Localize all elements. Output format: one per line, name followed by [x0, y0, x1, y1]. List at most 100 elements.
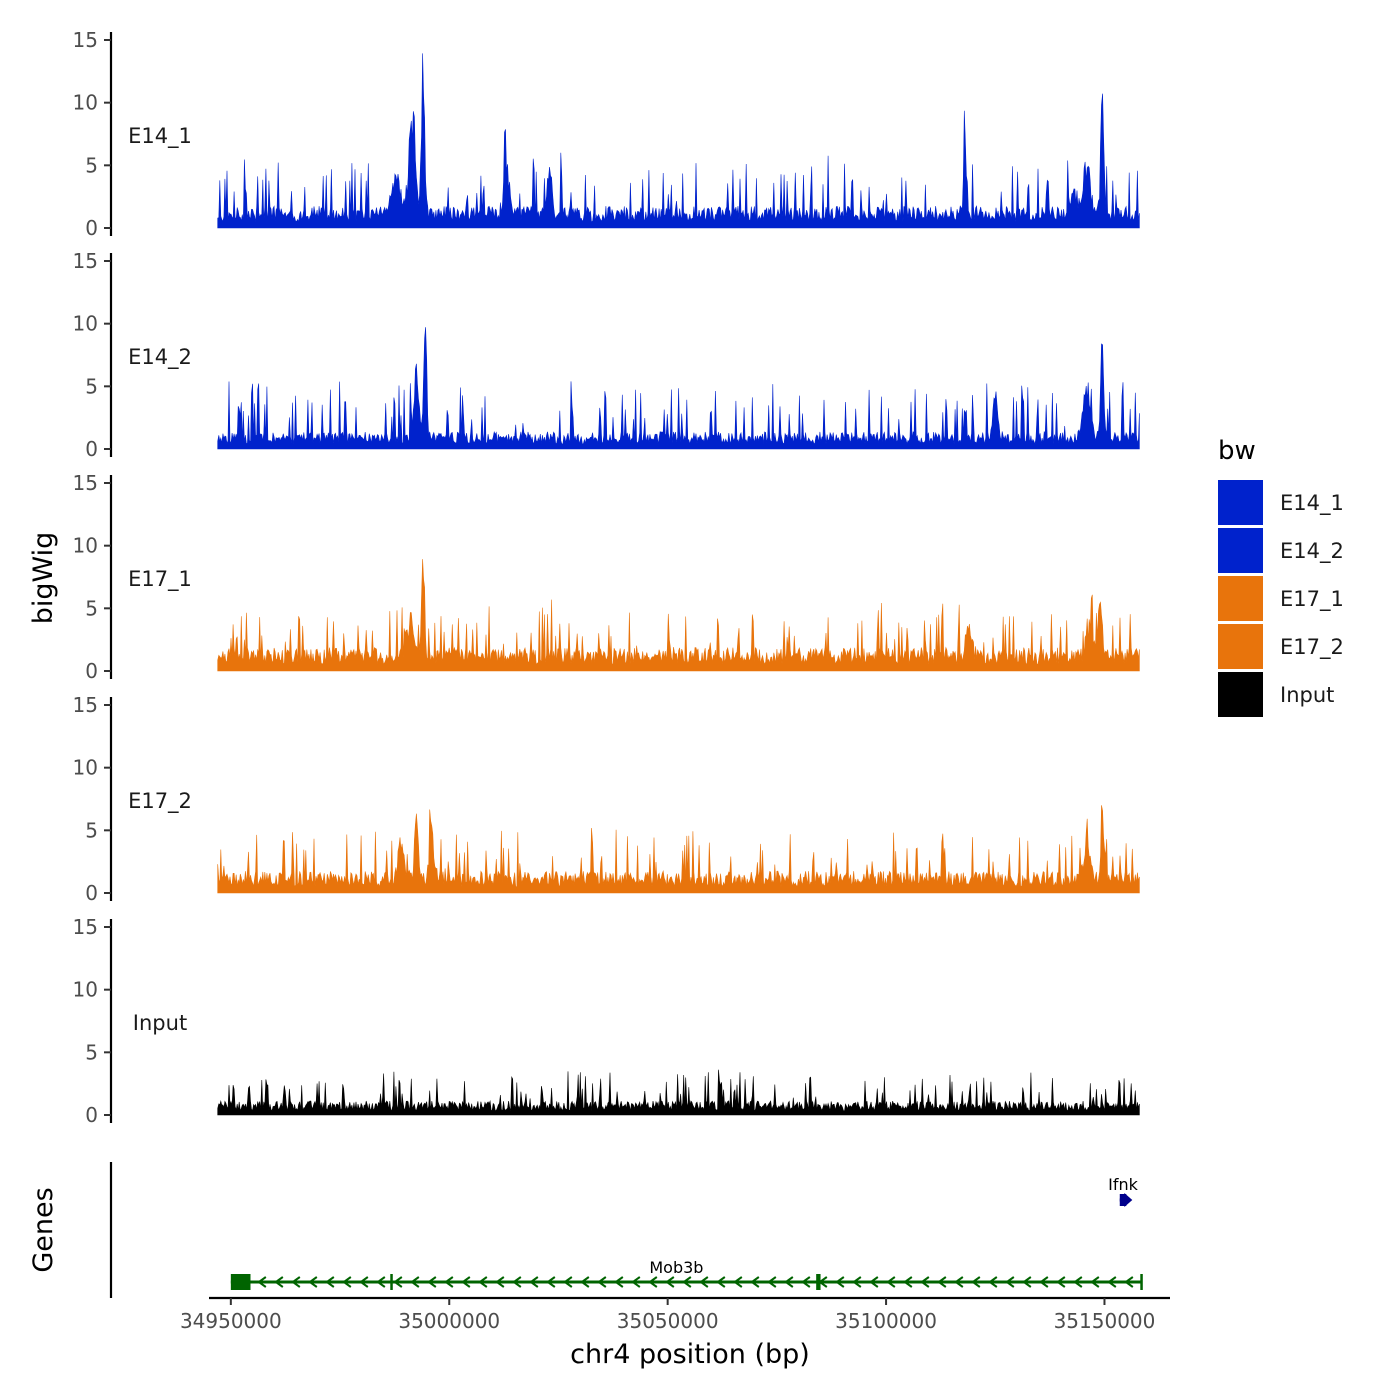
- strand-arrow: [954, 1276, 964, 1288]
- strand-arrow: [478, 1276, 488, 1288]
- strand-arrow: [699, 1276, 709, 1288]
- y-tick-label: 15: [73, 693, 98, 717]
- strand-arrow: [1107, 1276, 1117, 1288]
- track-label: E14_1: [128, 124, 192, 149]
- strand-arrow: [835, 1276, 845, 1288]
- legend-key-E17_2: [1218, 624, 1263, 669]
- gene-label: Mob3b: [649, 1258, 703, 1277]
- y-tick-label: 10: [73, 978, 98, 1002]
- strand-arrow: [852, 1276, 862, 1288]
- gene-Mob3b: Mob3b: [230, 1258, 1143, 1290]
- legend-key-E14_1: [1218, 480, 1263, 525]
- genes-axis-title: Genes: [28, 1187, 59, 1272]
- strand-arrow: [971, 1276, 981, 1288]
- strand-arrow: [784, 1276, 794, 1288]
- legend-items: E14_1 E14_2 E17_1 E17_2 Input: [1218, 480, 1344, 717]
- strand-arrow: [291, 1276, 301, 1288]
- y-tick-label: 10: [73, 312, 98, 336]
- y-tick-label: 0: [85, 881, 98, 905]
- strand-arrow: [427, 1276, 437, 1288]
- strand-arrow: [376, 1276, 386, 1288]
- strand-arrow-head: [1124, 1193, 1133, 1207]
- legend-key-E14_2: [1218, 528, 1263, 573]
- x-tick-label: 35100000: [835, 1309, 937, 1333]
- track-E17_1: 0 5 10 15 E17_1: [73, 471, 1140, 683]
- gene-panel: Mob3b Ifnk 34950000 35000000 35050000 351000…: [109, 1162, 1170, 1333]
- strand-arrow: [716, 1276, 726, 1288]
- strand-arrow: [937, 1276, 947, 1288]
- strand-arrow: [988, 1276, 998, 1288]
- y-tick-label: 0: [85, 659, 98, 683]
- strand-arrow: [1073, 1276, 1083, 1288]
- strand-arrow: [546, 1276, 556, 1288]
- x-tick-label: 34950000: [180, 1309, 282, 1333]
- gene-models: Mob3b Ifnk: [230, 1175, 1143, 1290]
- strand-arrow: [665, 1276, 675, 1288]
- strand-arrow: [444, 1276, 454, 1288]
- y-tick-label: 10: [73, 91, 98, 115]
- exon: [816, 1274, 821, 1290]
- strand-arrow: [563, 1276, 573, 1288]
- y-tick-label: 5: [85, 1040, 98, 1064]
- strand-arrow: [1124, 1276, 1134, 1288]
- track-label: E14_2: [128, 345, 192, 370]
- gene-Ifnk: Ifnk: [1108, 1175, 1139, 1207]
- strand-arrow: [1005, 1276, 1015, 1288]
- signal-area-E14_1: [217, 53, 1140, 229]
- strand-arrow: [869, 1276, 879, 1288]
- strand-arrow: [1056, 1276, 1066, 1288]
- x-tick-label: 35050000: [617, 1309, 719, 1333]
- strand-arrow: [274, 1276, 284, 1288]
- legend-label: E17_2: [1280, 635, 1344, 660]
- y-tick-label: 0: [85, 1103, 98, 1127]
- track-label: Input: [133, 1011, 187, 1035]
- exon: [390, 1274, 393, 1290]
- strand-arrow: [920, 1276, 930, 1288]
- y-tick-label: 5: [85, 374, 98, 398]
- y-tick-label: 5: [85, 596, 98, 620]
- strand-arrow: [903, 1276, 913, 1288]
- strand-arrow: [410, 1276, 420, 1288]
- strand-arrow: [257, 1276, 267, 1288]
- strand-arrow: [393, 1276, 403, 1288]
- signal-area-Input: [217, 1069, 1140, 1116]
- legend-label: Input: [1280, 683, 1334, 707]
- strand-arrow: [648, 1276, 658, 1288]
- strand-arrow: [750, 1276, 760, 1288]
- legend-label: E14_1: [1280, 491, 1344, 516]
- strand-arrow: [801, 1276, 811, 1288]
- strand-arrow: [1022, 1276, 1032, 1288]
- x-tick-label: 35150000: [1054, 1309, 1156, 1333]
- strand-arrow: [682, 1276, 692, 1288]
- y-tick-label: 15: [73, 28, 98, 52]
- strand-arrow: [631, 1276, 641, 1288]
- strand-arrow: [325, 1276, 335, 1288]
- track-Input: 0 5 10 15 Input: [73, 915, 1140, 1127]
- exon: [1119, 1194, 1127, 1206]
- exon: [1140, 1274, 1143, 1290]
- track-E14_2: 0 5 10 15 E14_2: [73, 249, 1140, 461]
- x-tick-label: 35000000: [398, 1309, 500, 1333]
- strand-arrow: [1039, 1276, 1049, 1288]
- strand-arrow: [614, 1276, 624, 1288]
- y-tick-label: 10: [73, 534, 98, 558]
- signal-area-E17_1: [217, 559, 1140, 672]
- strand-arrow: [886, 1276, 896, 1288]
- strand-arrow: [359, 1276, 369, 1288]
- legend-label: E17_1: [1280, 587, 1344, 612]
- gene-label: Ifnk: [1108, 1175, 1138, 1194]
- strand-arrow: [512, 1276, 522, 1288]
- y-tick-label: 5: [85, 818, 98, 842]
- strand-arrow: [733, 1276, 743, 1288]
- legend-label: E14_2: [1280, 539, 1344, 564]
- strand-arrow: [495, 1276, 505, 1288]
- y-tick-label: 15: [73, 915, 98, 939]
- legend-key-E17_1: [1218, 576, 1263, 621]
- signal-area-E14_2: [217, 327, 1140, 450]
- strand-arrow: [1090, 1276, 1100, 1288]
- signal-tracks: 0 5 10 15 E14_1 0 5 10 15 E14_2 0 5 10 15 E17_1 0 5 10 15 E…: [73, 28, 1140, 1127]
- track-label: E17_2: [128, 789, 192, 814]
- strand-arrow: [342, 1276, 352, 1288]
